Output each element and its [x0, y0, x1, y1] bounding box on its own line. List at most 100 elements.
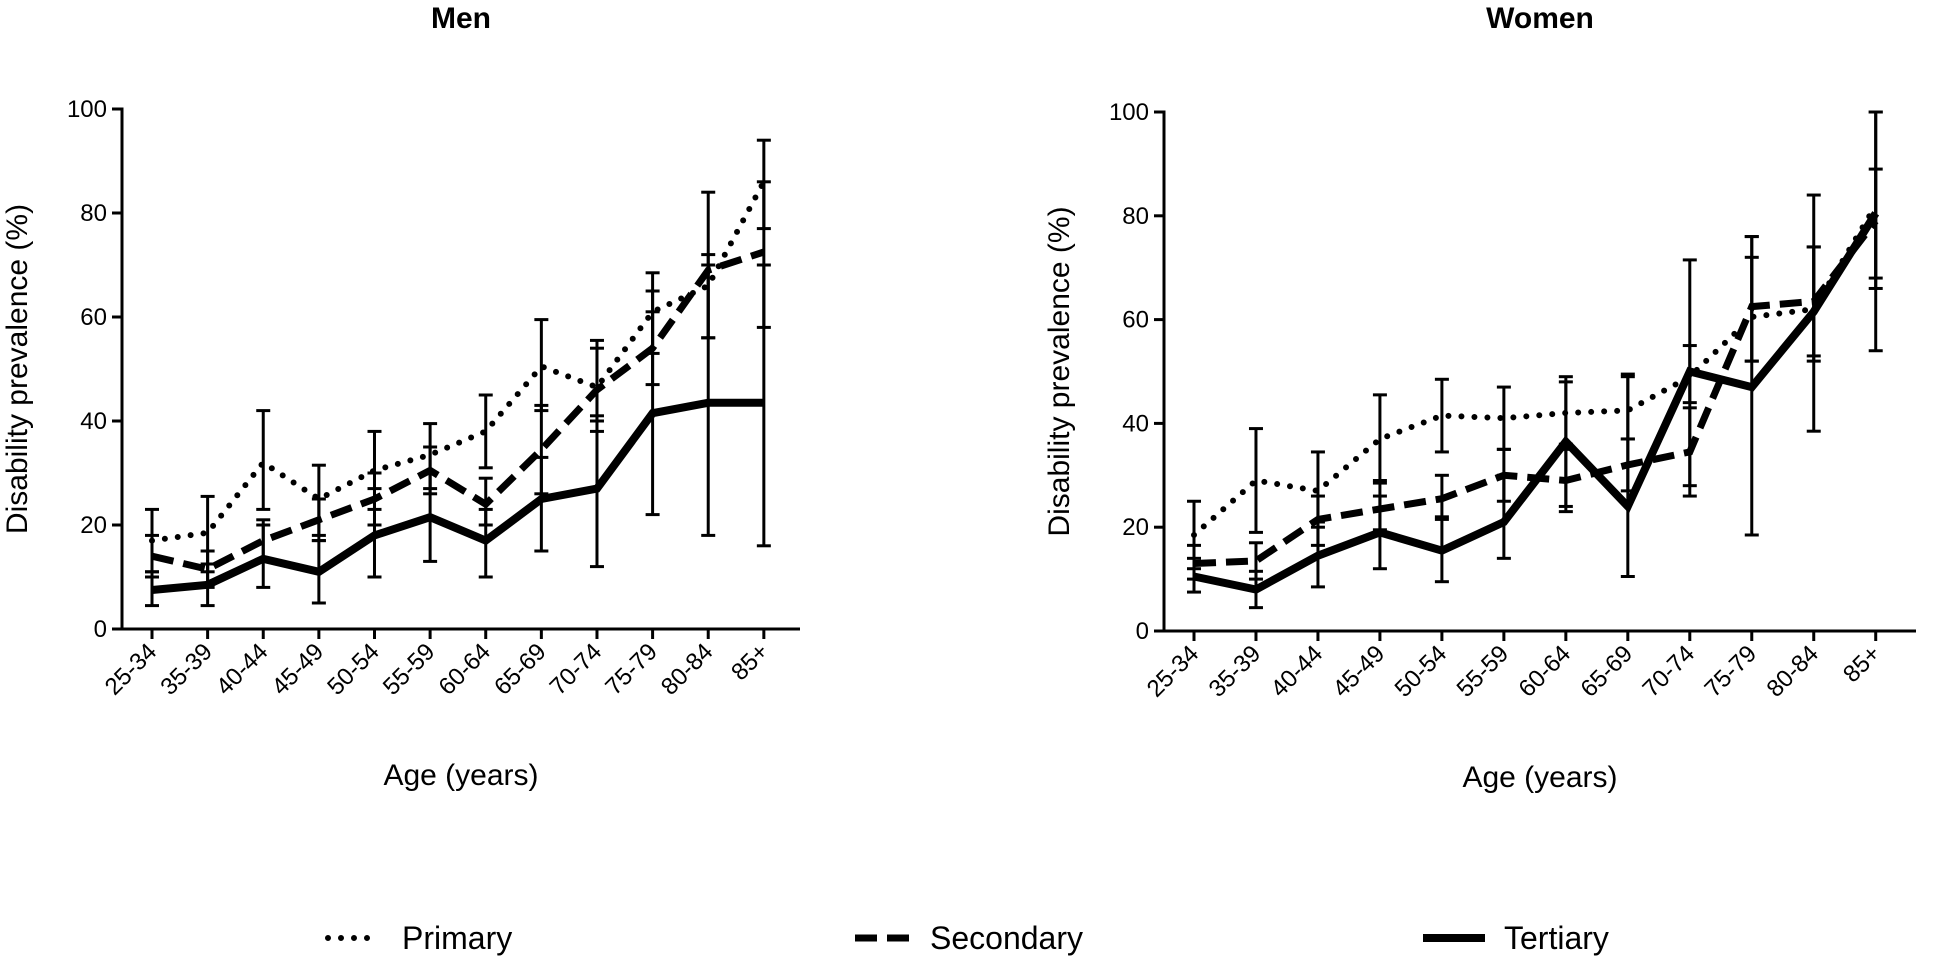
series-tertiary-men: [145, 263, 771, 608]
data-point-primary-women-35-39: [1254, 479, 1257, 482]
legend-label-tertiary: Tertiary: [1504, 920, 1609, 956]
x-tick-label-women-25-34: 25-34: [1142, 640, 1205, 703]
y-tick-label-women-20: 20: [1122, 514, 1149, 541]
data-point-secondary-men-60-64: [484, 503, 487, 506]
y-tick-label-men-20: 20: [80, 512, 107, 539]
error-bar-primary-men-40-44: [256, 409, 271, 511]
data-point-secondary-men-85: [762, 251, 765, 253]
legend-label-primary: Primary: [402, 920, 512, 956]
data-point-tertiary-women-35-39: [1254, 588, 1257, 591]
x-tick-label-women-35-39: 35-39: [1204, 640, 1267, 703]
y-tick-label-men-40: 40: [80, 408, 107, 435]
x-tick-label-women-80-84: 80-84: [1761, 640, 1824, 703]
data-point-primary-women-40-44: [1316, 489, 1319, 492]
chart-panels: Men02040608010025-3435-3940-4445-4950-54…: [1, 2, 1916, 794]
chart-title-women: Women: [1486, 2, 1594, 35]
error-bar-tertiary-women-65-69: [1620, 372, 1635, 579]
x-tick-label-women-50-54: 50-54: [1390, 640, 1453, 703]
data-point-primary-men-50-54: [373, 469, 376, 472]
data-point-tertiary-men-55-59: [429, 516, 432, 519]
data-point-tertiary-men-75-79: [651, 412, 654, 415]
data-point-tertiary-women-55-59: [1502, 521, 1505, 524]
x-tick-label-women-55-59: 55-59: [1452, 640, 1515, 703]
series-line-tertiary-women: [1193, 211, 1880, 594]
data-point-tertiary-men-85: [762, 401, 765, 404]
data-point-tertiary-men-65-69: [540, 498, 543, 500]
x-tick-label-men-70-74: 70-74: [545, 638, 608, 701]
error-bar-primary-men-65-69: [534, 318, 549, 413]
data-point-tertiary-women-65-69: [1626, 505, 1629, 508]
data-point-secondary-women-40-44: [1316, 518, 1319, 521]
data-point-primary-women-45-49: [1378, 437, 1381, 440]
series-primary-women: [1187, 110, 1883, 571]
data-point-tertiary-women-75-79: [1750, 386, 1753, 389]
y-tick-label-men-100: 100: [67, 96, 107, 123]
data-point-secondary-men-45-49: [317, 518, 320, 521]
data-point-tertiary-women-80-84: [1812, 310, 1815, 313]
y-tick-label-men-60: 60: [80, 304, 107, 331]
data-point-primary-men-40-44: [262, 461, 265, 464]
data-point-tertiary-men-50-54: [373, 534, 376, 537]
error-bar-tertiary-women-25-34: [1187, 556, 1201, 594]
x-axis-label-women: Age (years): [1462, 761, 1617, 794]
data-point-primary-women-55-59: [1502, 417, 1505, 420]
x-tick-label-men-80-84: 80-84: [656, 638, 719, 701]
x-tick-label-men-35-39: 35-39: [155, 638, 218, 701]
series-tertiary-women: [1187, 110, 1883, 610]
x-tick-label-women-40-44: 40-44: [1266, 640, 1329, 703]
error-bar-tertiary-men-65-69: [534, 455, 549, 553]
series-secondary-women: [1187, 167, 1883, 581]
data-point-tertiary-women-25-34: [1193, 575, 1195, 578]
data-point-tertiary-women-40-44: [1316, 554, 1319, 557]
x-tick-label-men-65-69: 65-69: [489, 638, 552, 701]
y-tick-label-men-80: 80: [80, 200, 107, 227]
data-point-tertiary-women-85: [1874, 212, 1877, 215]
data-point-secondary-men-70-74: [595, 388, 598, 391]
chart-panel-women: Women 0 20 40 60 80 100 25-34 35-39 40-44 45-49 50-…: [1043, 2, 1916, 794]
data-point-primary-men-60-64: [484, 430, 487, 433]
x-tick-label-women-60-64: 60-64: [1514, 640, 1577, 703]
data-point-tertiary-men-40-44: [262, 557, 265, 560]
x-tick-label-women-70-74: 70-74: [1638, 640, 1701, 703]
data-point-tertiary-women-45-49: [1378, 531, 1381, 534]
data-point-tertiary-men-35-39: [206, 583, 209, 586]
chart-title-men: Men: [431, 2, 491, 35]
x-tick-label-women-45-49: 45-49: [1328, 640, 1391, 703]
data-point-secondary-men-25-34: [151, 555, 153, 558]
x-tick-label-men-55-59: 55-59: [378, 638, 441, 701]
x-tick-label-women-75-79: 75-79: [1700, 640, 1763, 703]
error-bar-tertiary-men-85: [756, 263, 771, 548]
x-tick-label-men-25-34: 25-34: [100, 638, 163, 701]
y-tick-label-women-40: 40: [1122, 410, 1149, 437]
data-point-tertiary-men-45-49: [317, 570, 320, 573]
legend-item-secondary: Secondary: [855, 920, 1083, 956]
data-point-secondary-men-65-69: [540, 448, 543, 451]
data-point-primary-women-50-54: [1440, 414, 1443, 417]
legend: Primary Secondary Tertiary: [325, 920, 1609, 956]
x-tick-label-men-45-49: 45-49: [267, 638, 330, 701]
y-tick-label-women-60: 60: [1122, 307, 1149, 334]
data-point-primary-women-25-34: [1193, 533, 1195, 536]
legend-label-secondary: Secondary: [930, 920, 1083, 956]
y-tick-label-women-80: 80: [1122, 203, 1149, 230]
data-point-tertiary-women-60-64: [1564, 440, 1567, 443]
series-line-secondary-men: [151, 248, 765, 573]
error-bar-primary-women-45-49: [1372, 393, 1387, 482]
data-point-tertiary-men-70-74: [595, 487, 598, 490]
y-tick-label-men-0: 0: [94, 616, 107, 643]
data-point-primary-men-65-69: [540, 365, 543, 368]
series-line-primary-men: [149, 178, 767, 544]
series-line-tertiary-men: [151, 398, 764, 594]
chart-panel-men: Men 0 20 40 60 80 100 25-3435-3940-4445-4950-54…: [1, 2, 800, 792]
x-tick-label-men-75-79: 75-79: [600, 638, 663, 701]
data-point-tertiary-women-50-54: [1440, 549, 1443, 552]
x-tick-label-men-50-54: 50-54: [322, 638, 385, 701]
series-primary-men: [145, 138, 771, 574]
y-tick-label-women-0: 0: [1136, 618, 1149, 645]
data-point-tertiary-men-60-64: [484, 539, 487, 542]
legend-item-tertiary: Tertiary: [1423, 920, 1609, 956]
y-axis-label-women: Disability prevalence (%): [1043, 206, 1076, 536]
data-point-tertiary-men-80-84: [707, 401, 710, 404]
data-point-secondary-women-50-54: [1440, 497, 1443, 500]
